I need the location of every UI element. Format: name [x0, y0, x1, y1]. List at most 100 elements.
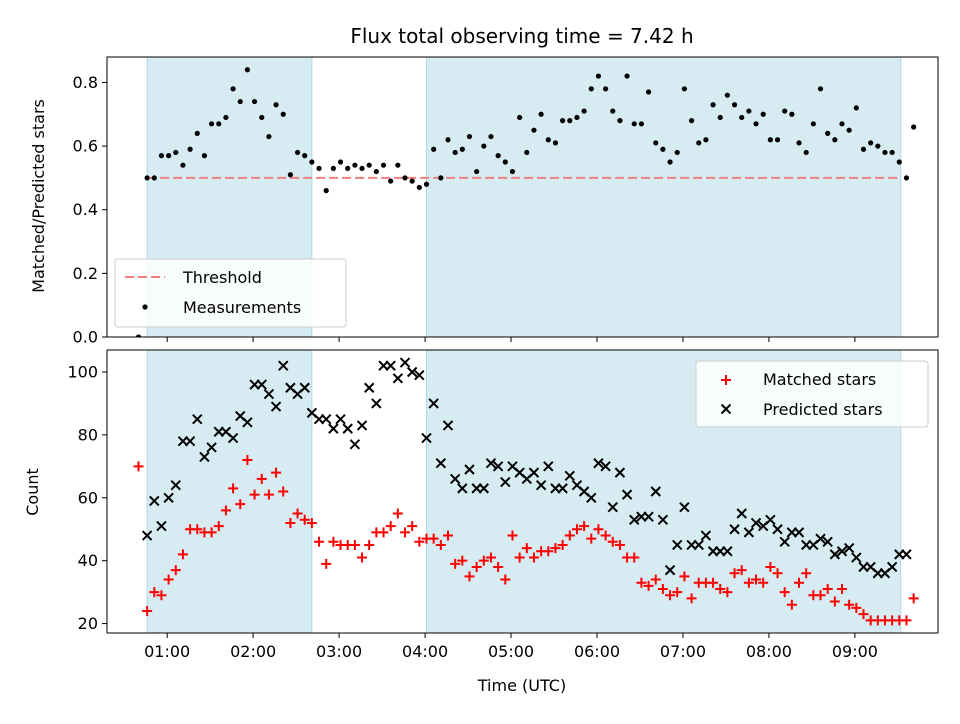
- matched-star-point: [665, 590, 676, 601]
- measurement-point: [531, 127, 537, 133]
- matched-star-point: [528, 552, 539, 563]
- measurement-point: [717, 114, 723, 121]
- predicted-star-point: [270, 401, 282, 412]
- predicted-star-point: [227, 432, 239, 444]
- matched-star-point: [794, 577, 805, 588]
- matched-star-point: [636, 577, 647, 588]
- matched-star-point: [657, 583, 668, 594]
- lower-y-axis-label: Count: [23, 468, 42, 516]
- matched-star-point: [235, 499, 246, 510]
- predicted-star-point: [793, 527, 805, 538]
- y-tick-label: 100: [67, 363, 98, 382]
- measurement-point: [853, 105, 859, 111]
- matched-star-point: [400, 527, 411, 538]
- measurement-point: [688, 118, 695, 124]
- matched-star-point: [220, 505, 231, 516]
- matched-star-point: [306, 517, 317, 528]
- measurement-point: [302, 153, 308, 159]
- measurement-point: [667, 159, 673, 165]
- matched-star-point: [442, 530, 453, 541]
- measurement-point: [359, 165, 365, 171]
- predicted-star-point: [736, 508, 747, 519]
- measurement-point: [323, 188, 329, 194]
- measurement-point: [846, 127, 852, 133]
- legend-threshold-label: Threshold: [182, 268, 262, 287]
- measurement-point: [832, 137, 838, 143]
- matched-star-point: [758, 577, 769, 588]
- matched-star-point: [278, 486, 289, 497]
- matched-star-point: [614, 539, 625, 550]
- x-tick-label: 08:00: [746, 642, 792, 661]
- measurement-point: [681, 86, 688, 92]
- measurement-point: [574, 114, 580, 121]
- measurement-point: [889, 149, 895, 156]
- predicted-star-point: [163, 492, 174, 503]
- matched-star-point: [715, 583, 726, 594]
- matched-star-point: [414, 536, 425, 547]
- matched-star-point: [485, 552, 496, 563]
- predicted-star-point: [342, 423, 353, 434]
- predicted-star-point: [406, 366, 418, 378]
- predicted-star-point: [693, 539, 704, 551]
- predicted-star-point: [528, 467, 540, 478]
- measurement-point: [230, 86, 236, 92]
- matched-star-point: [407, 521, 418, 532]
- measurement-point: [474, 168, 480, 175]
- measurement-point: [731, 102, 738, 108]
- y-tick-label: 20: [78, 614, 98, 633]
- matched-star-point: [837, 583, 848, 594]
- predicted-star-point: [564, 470, 575, 481]
- predicted-star-point: [356, 420, 368, 431]
- measurement-point: [875, 143, 881, 149]
- chart-title: Flux total observing time = 7.42 h: [350, 24, 693, 48]
- matched-star-point: [392, 508, 403, 519]
- matched-star-point: [163, 574, 174, 585]
- legend-predicted-swatch: [720, 403, 732, 415]
- measurement-point: [180, 162, 186, 168]
- predicted-star-point: [822, 536, 833, 548]
- y-tick-label: 0.2: [73, 264, 98, 283]
- predicted-star-point: [399, 357, 411, 368]
- measurement-point: [860, 146, 867, 152]
- measurement-point: [782, 108, 788, 114]
- predicted-star-point: [843, 542, 855, 554]
- matched-star-point: [349, 539, 360, 550]
- predicted-star-point: [149, 495, 160, 507]
- matched-star-point: [736, 565, 747, 576]
- matched-star-point: [629, 552, 640, 563]
- matched-star-point: [908, 593, 919, 604]
- matched-star-point: [328, 536, 339, 547]
- measurement-point: [452, 149, 458, 156]
- predicted-star-point: [750, 517, 762, 529]
- legend-measurements-label: Measurements: [183, 298, 301, 317]
- measurement-point: [617, 118, 623, 124]
- predicted-star-point: [535, 480, 547, 491]
- measurement-point: [624, 73, 630, 79]
- legend-matched-label: Matched stars: [763, 370, 876, 389]
- measurement-point: [567, 118, 573, 124]
- matched-star-point: [177, 549, 188, 560]
- x-tick-label: 07:00: [660, 642, 706, 661]
- matched-star-point: [471, 561, 482, 572]
- matched-star-point: [543, 546, 554, 557]
- measurement-point: [524, 149, 530, 156]
- predicted-star-point: [449, 473, 461, 485]
- matched-star-point: [206, 527, 217, 538]
- predicted-star-point: [765, 514, 776, 526]
- predicted-star-point: [263, 388, 275, 400]
- predicted-star-point: [729, 524, 740, 535]
- measurement-point: [194, 130, 200, 136]
- predicted-star-point: [650, 486, 661, 497]
- measurement-point: [352, 162, 358, 168]
- predicted-star-point: [743, 527, 755, 538]
- upper-y-axis-label: Matched/Predicted stars: [29, 99, 48, 293]
- predicted-star-point: [779, 536, 790, 548]
- measurement-point: [545, 137, 551, 143]
- matched-star-point: [815, 590, 826, 601]
- matched-star-point: [786, 599, 797, 610]
- legend: Matched stars Predicted stars: [695, 360, 929, 428]
- matched-star-point: [249, 489, 260, 500]
- measurement-point: [237, 98, 243, 105]
- measurement-point: [903, 175, 910, 181]
